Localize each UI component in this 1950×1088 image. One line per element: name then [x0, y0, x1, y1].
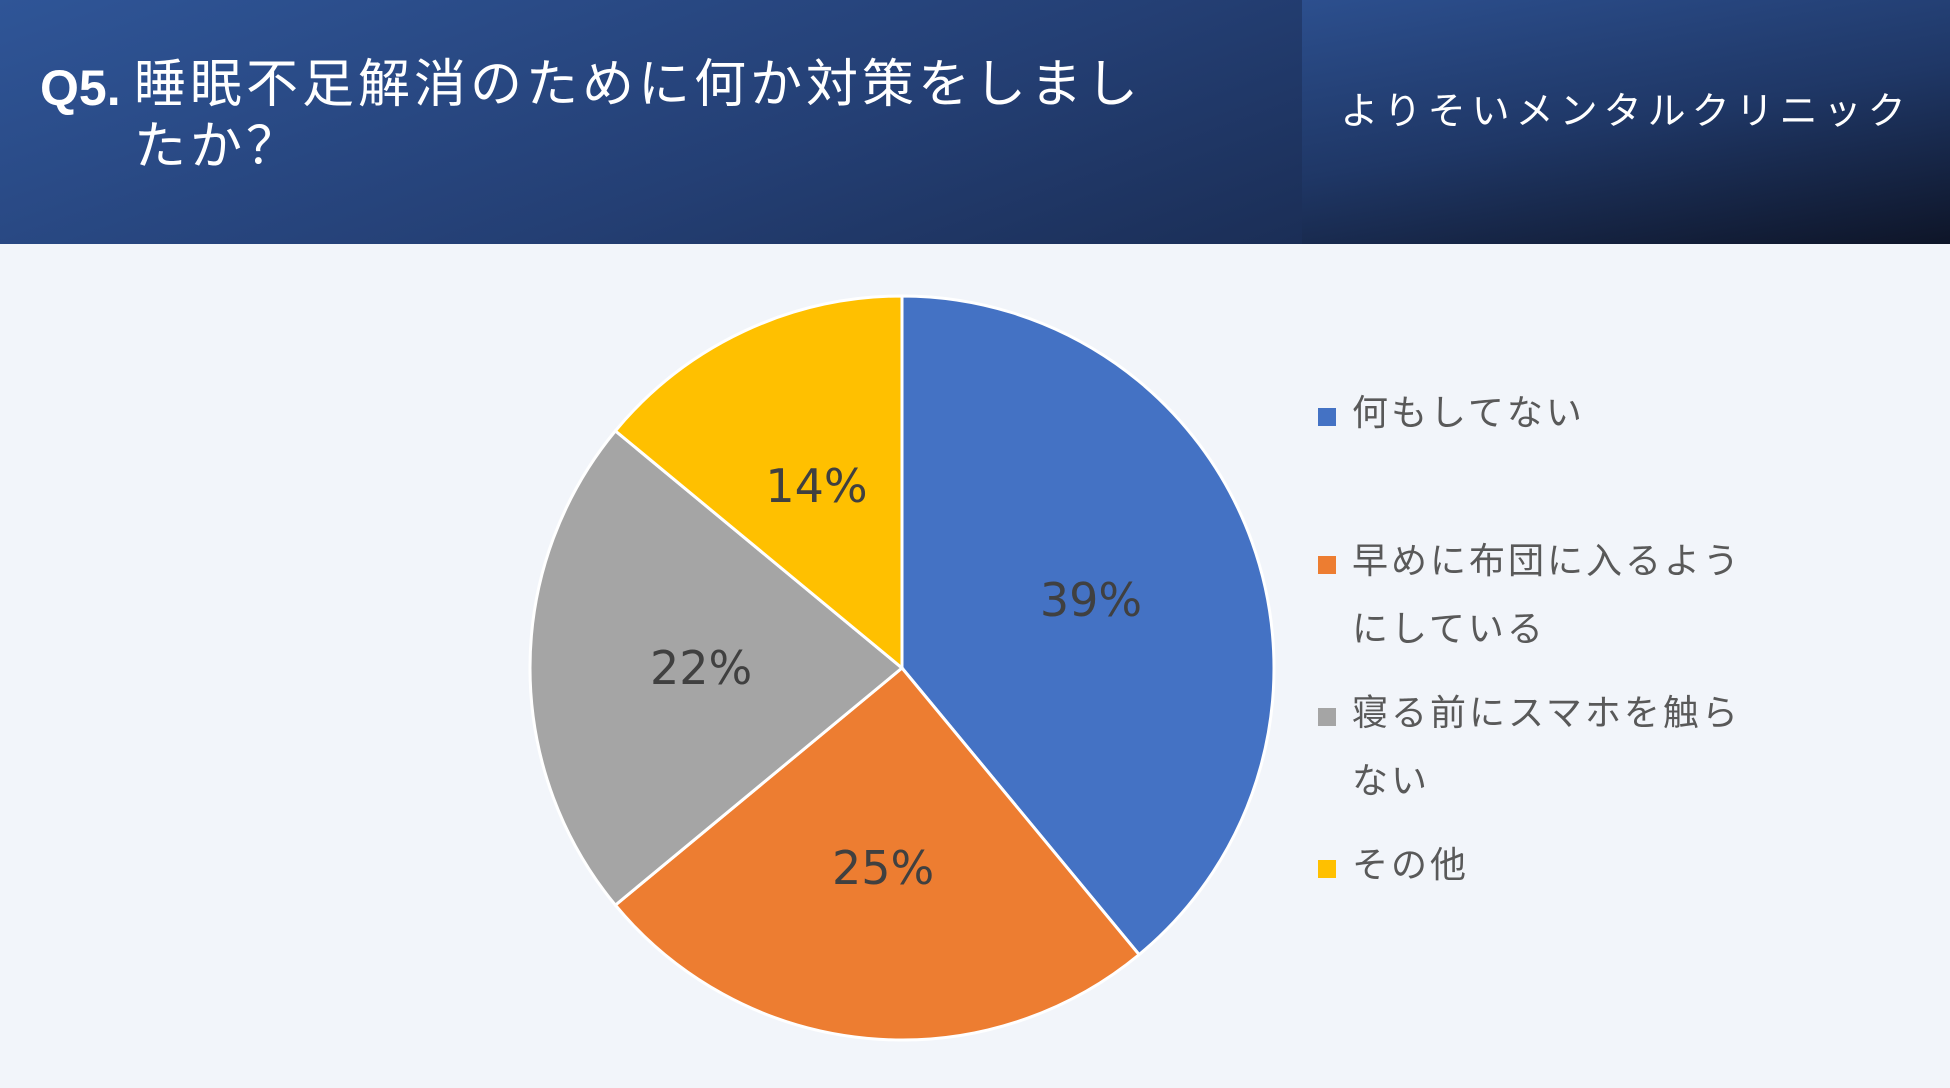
legend-swatch-3	[1318, 708, 1336, 726]
legend-item-1: 何もしてない	[1318, 380, 1778, 448]
clinic-name: よりそいメンタルクリニック	[1340, 89, 1912, 133]
legend-item-3: 寝る前にスマホを触らない	[1318, 680, 1752, 816]
question-number: Q5.	[40, 60, 121, 116]
chart-legend: 何もしてない 早めに布団に入るようにしている 寝る前にスマホを触らない その他	[1318, 380, 1778, 900]
legend-label-3: 寝る前にスマホを触らない	[1352, 693, 1741, 802]
legend-label-1: 何もしてない	[1352, 393, 1585, 434]
data-label-1: 39%	[1040, 573, 1142, 627]
legend-label-2: 早めに布団に入るようにしている	[1352, 541, 1743, 650]
pie-slice-1	[900, 294, 1276, 957]
pie-slice-3	[528, 428, 905, 908]
pie-slice-2	[613, 665, 1142, 1042]
header-clinic-panel	[1302, 0, 1950, 244]
question-title: 睡眠不足解消のために何か対策をしましたか？	[134, 55, 1143, 177]
pie-slice-4	[613, 294, 904, 672]
header-title-panel: Q5. 睡眠不足解消のために何か対策をしましたか？	[0, 0, 1302, 244]
data-label-2: 25%	[832, 841, 934, 895]
legend-swatch-4	[1318, 860, 1336, 878]
legend-item-4: その他	[1318, 832, 1778, 900]
data-label-3: 22%	[650, 641, 752, 695]
data-label-4: 14%	[765, 459, 867, 513]
legend-label-4: その他	[1352, 845, 1470, 886]
legend-swatch-1	[1318, 408, 1336, 426]
legend-swatch-2	[1318, 556, 1336, 574]
legend-item-2: 早めに布団に入るようにしている	[1318, 528, 1752, 664]
slide-header: Q5. 睡眠不足解消のために何か対策をしましたか？ よりそいメンタルクリニック	[0, 0, 1950, 244]
